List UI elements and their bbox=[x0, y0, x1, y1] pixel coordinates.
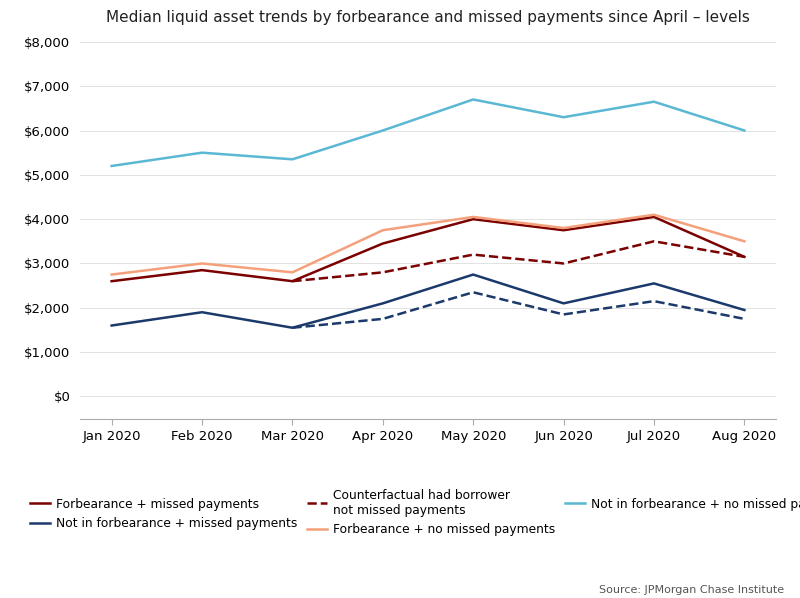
Legend: Forbearance + missed payments, Not in forbearance + missed payments, Counterfact: Forbearance + missed payments, Not in fo… bbox=[30, 489, 800, 536]
Title: Median liquid asset trends by forbearance and missed payments since April – leve: Median liquid asset trends by forbearanc… bbox=[106, 10, 750, 26]
Text: Source: JPMorgan Chase Institute: Source: JPMorgan Chase Institute bbox=[599, 585, 784, 595]
